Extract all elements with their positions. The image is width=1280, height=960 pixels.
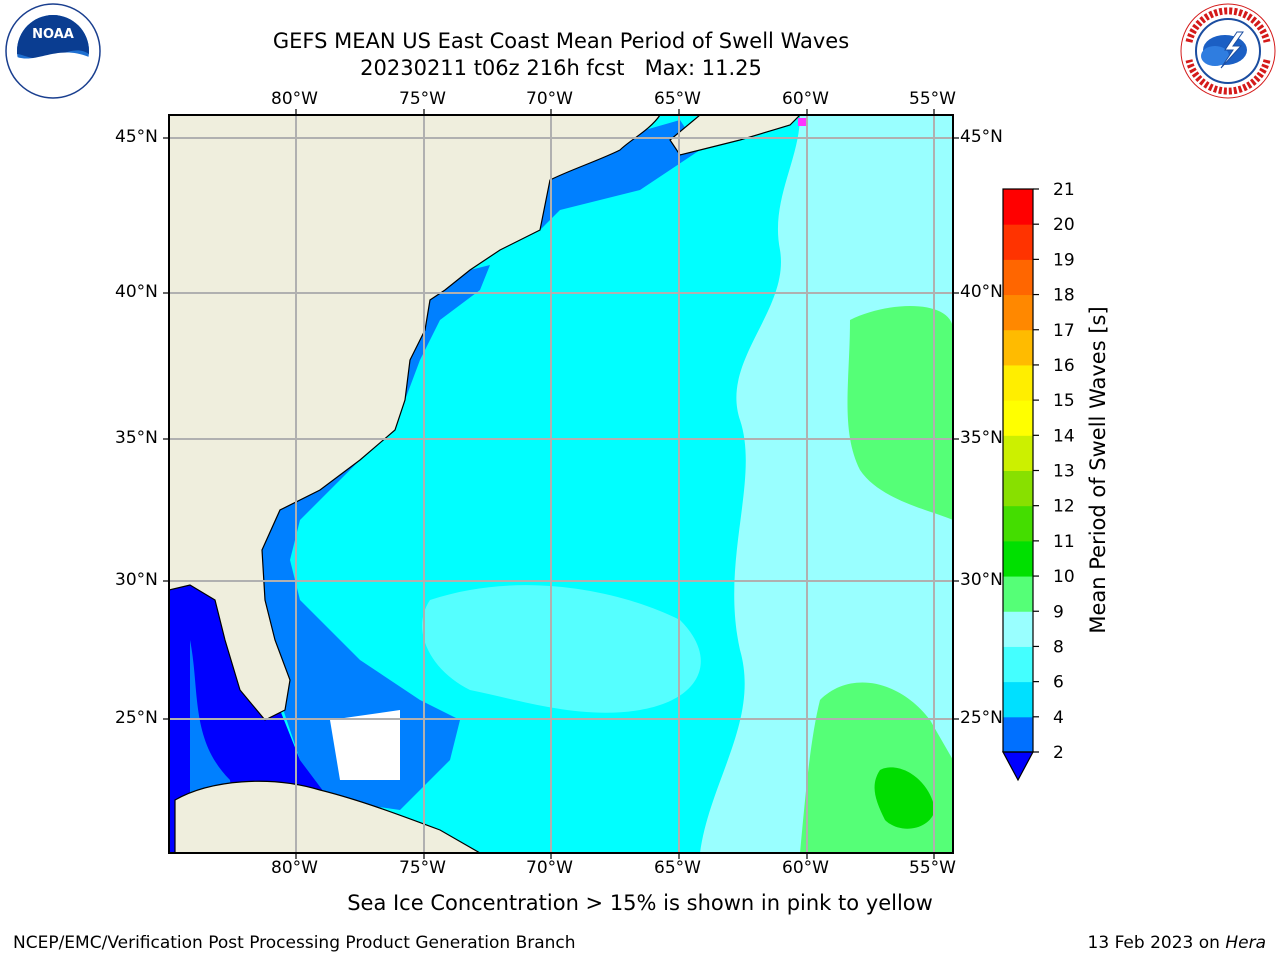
colorbar-tick-label: 13 xyxy=(1053,462,1075,482)
bahamas-banks xyxy=(330,710,400,780)
long-period-region xyxy=(700,115,953,853)
colorbar-tick-label: 6 xyxy=(1053,673,1064,693)
colorbar-swatch xyxy=(1003,681,1033,718)
chart-subtitle: 20230211 t06z 216h fcst Max: 11.25 xyxy=(360,56,762,80)
nws-logo xyxy=(1180,3,1276,99)
gulf-of-maine-blue xyxy=(540,120,700,230)
date-text: 13 Feb 2023 on xyxy=(1087,933,1226,953)
map-plot-area xyxy=(169,115,953,853)
colorbar-swatch xyxy=(1003,576,1033,612)
colorbar: 2 4 6 8 9 10 11 12 13 14 15 16 17 18 19 20 21 xyxy=(1001,180,1075,782)
lon-label-bottom: 75°W xyxy=(399,858,446,878)
lat-label-left: 25°N xyxy=(115,708,158,728)
noaa-logo-text: NOAA xyxy=(32,27,74,42)
cuba-land xyxy=(174,780,482,853)
sea-ice-note-wrap: Sea Ice Concentration > 15% is shown in … xyxy=(0,891,1280,915)
shelf-blue-band xyxy=(240,265,490,810)
lon-label-bottom: 55°W xyxy=(909,858,956,878)
colorbar-tick-label: 11 xyxy=(1053,532,1075,552)
colorbar-tick-label: 21 xyxy=(1053,180,1075,200)
green-core xyxy=(874,767,935,829)
colorbar-tick-label: 12 xyxy=(1053,497,1075,517)
colorbar-swatch xyxy=(1003,716,1033,753)
colorbar-swatch xyxy=(1003,329,1033,366)
lat-label-right: 30°N xyxy=(960,570,1003,590)
lon-label-bottom: 65°W xyxy=(654,858,701,878)
lon-label-bottom: 70°W xyxy=(526,858,573,878)
chart-title: GEFS MEAN US East Coast Mean Period of S… xyxy=(272,29,850,53)
colorbar-swatch xyxy=(1003,646,1033,683)
lat-label-right: 35°N xyxy=(960,428,1003,448)
swell-patch xyxy=(422,585,701,713)
lon-label-top: 65°W xyxy=(654,89,701,109)
lon-label-top: 75°W xyxy=(399,89,446,109)
lat-label-left: 45°N xyxy=(115,127,158,147)
lat-label-left: 40°N xyxy=(115,282,158,302)
colorbar-swatch xyxy=(1003,189,1033,225)
colorbar-swatch xyxy=(1003,400,1033,436)
graticule xyxy=(169,115,953,853)
map-ticks xyxy=(163,109,959,859)
colorbar-swatch xyxy=(1003,259,1033,296)
lat-label-left: 35°N xyxy=(115,428,158,448)
credit-text: NCEP/EMC/Verification Post Processing Pr… xyxy=(13,933,576,953)
colorbar-tick-label: 16 xyxy=(1053,356,1075,376)
noaa-logo: NOAA xyxy=(5,3,101,99)
colorbar-tick-label: 14 xyxy=(1053,426,1075,446)
lon-label-top: 55°W xyxy=(909,89,956,109)
lon-label-top: 80°W xyxy=(271,89,318,109)
colorbar-swatch xyxy=(1003,224,1033,260)
colorbar-tick-label: 17 xyxy=(1053,321,1075,341)
lon-label-top: 70°W xyxy=(526,89,573,109)
nova-scotia-land xyxy=(669,115,801,156)
colorbar-tick-label: 19 xyxy=(1053,250,1075,270)
colorbar-tick-label: 15 xyxy=(1053,391,1075,411)
colorbar-tick-label: 9 xyxy=(1053,602,1064,622)
machine-name: Hera xyxy=(1225,933,1266,953)
lat-label-right: 25°N xyxy=(960,708,1003,728)
sea-ice-note: Sea Ice Concentration > 15% is shown in … xyxy=(347,891,933,915)
us-east-coast-land xyxy=(169,115,661,721)
colorbar-tick-label: 20 xyxy=(1053,215,1075,235)
lon-label-top: 60°W xyxy=(782,89,829,109)
colorbar-swatch xyxy=(1003,435,1033,471)
colorbar-swatch xyxy=(1003,364,1033,401)
colorbar-label: Mean Period of Swell Waves [s] xyxy=(1086,306,1110,634)
map-frame xyxy=(168,114,954,854)
colorbar-tick-label: 8 xyxy=(1053,637,1064,657)
sea-ice-marker xyxy=(798,118,808,126)
colorbar-swatch xyxy=(1003,611,1033,647)
lat-label-right: 40°N xyxy=(960,282,1003,302)
colorbar-tick-label: 4 xyxy=(1053,708,1064,728)
lat-label-left: 30°N xyxy=(115,570,158,590)
colorbar-swatch xyxy=(1003,294,1033,331)
lon-label-bottom: 80°W xyxy=(271,858,318,878)
colorbar-tick-label: 10 xyxy=(1053,567,1075,587)
lat-label-right: 45°N xyxy=(960,127,1003,147)
colorbar-swatch xyxy=(1003,540,1033,577)
lon-label-bottom: 60°W xyxy=(782,858,829,878)
colorbar-extend-arrow xyxy=(1001,751,1035,782)
colorbar-swatch xyxy=(1003,505,1033,542)
colorbar-tick-label: 18 xyxy=(1053,286,1075,306)
green-patch-north xyxy=(847,306,953,520)
colorbar-swatch xyxy=(1003,470,1033,507)
colorbar-tick-label: 2 xyxy=(1053,743,1064,763)
date-stamp: 13 Feb 2023 on Hera xyxy=(1088,933,1266,953)
